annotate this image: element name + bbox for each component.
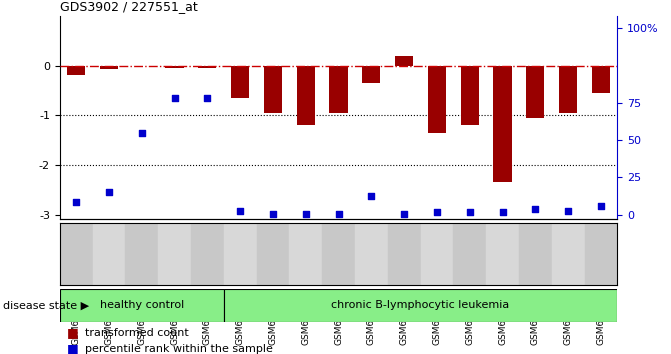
Bar [100, 65, 118, 69]
Bar [158, 223, 191, 285]
Bar [231, 65, 249, 98]
Point [70, 199, 81, 205]
Bar [526, 65, 544, 118]
Point [530, 206, 541, 211]
Text: ■: ■ [66, 326, 79, 339]
Bar [559, 65, 577, 113]
Bar [461, 65, 478, 125]
Bar [191, 223, 223, 285]
Text: ■: ■ [66, 342, 79, 354]
Bar [428, 65, 446, 133]
Bar [223, 223, 256, 285]
Bar [421, 223, 454, 285]
Bar [552, 223, 584, 285]
Bar [289, 223, 322, 285]
Bar [297, 65, 315, 125]
Bar [486, 223, 519, 285]
Bar [67, 65, 85, 74]
Point [431, 209, 442, 215]
Bar [329, 65, 348, 113]
Bar [199, 65, 216, 68]
Bar [322, 223, 355, 285]
Point [268, 211, 278, 216]
Point [366, 193, 376, 199]
Point [301, 211, 311, 216]
Bar [355, 223, 388, 285]
Point [497, 209, 508, 215]
Bar [264, 65, 282, 113]
Bar [395, 56, 413, 65]
Bar [166, 65, 184, 68]
Bar [223, 289, 617, 322]
Bar [362, 65, 380, 83]
Text: chronic B-lymphocytic leukemia: chronic B-lymphocytic leukemia [331, 300, 510, 310]
Point [136, 130, 147, 136]
Bar [60, 223, 93, 285]
Bar [388, 223, 421, 285]
Point [464, 209, 475, 215]
Bar [256, 223, 289, 285]
Point [202, 95, 213, 101]
Text: healthy control: healthy control [99, 300, 184, 310]
Point [333, 211, 344, 216]
Bar [592, 65, 610, 93]
Bar [125, 223, 158, 285]
Point [103, 189, 114, 195]
Point [563, 208, 574, 213]
Point [399, 211, 409, 216]
Bar [454, 223, 486, 285]
Text: percentile rank within the sample: percentile rank within the sample [85, 344, 273, 354]
Text: transformed count: transformed count [85, 328, 189, 338]
Text: GDS3902 / 227551_at: GDS3902 / 227551_at [60, 0, 197, 13]
Point [596, 203, 607, 209]
Bar [60, 289, 223, 322]
Bar [584, 223, 617, 285]
Bar [93, 223, 125, 285]
Point [169, 95, 180, 101]
Bar [519, 223, 552, 285]
Text: disease state ▶: disease state ▶ [3, 300, 89, 310]
Point [235, 208, 246, 213]
Bar [493, 65, 511, 182]
